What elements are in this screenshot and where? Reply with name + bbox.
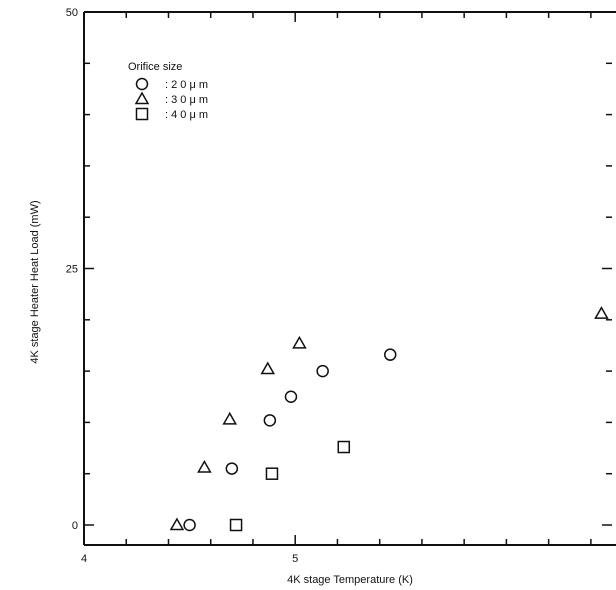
data-point-triangle <box>169 517 185 531</box>
data-point-circle <box>383 348 397 361</box>
legend-marker-square <box>135 107 149 121</box>
legend-title: Orifice size <box>128 61 182 73</box>
data-point-circle <box>284 390 298 403</box>
data-point-triangle <box>292 335 307 349</box>
x-axis-title: 4K stage Temperature (K) <box>287 574 413 586</box>
y-tick-label: 25 <box>66 264 78 276</box>
x-tick-label: 5 <box>292 553 298 565</box>
y-tick-label: 0 <box>72 520 78 532</box>
y-ticks <box>84 11 612 526</box>
data-point-circle <box>263 414 277 427</box>
data-points <box>169 306 609 532</box>
legend-items: : 2 0 μ m : 3 0 μ m : 4 0 μ m <box>134 77 208 121</box>
data-point-triangle <box>260 361 276 375</box>
data-point-circle <box>316 364 329 378</box>
data-point-triangle <box>594 306 609 319</box>
data-point-circle <box>225 462 239 475</box>
legend-marker-circle <box>135 77 149 91</box>
y-axis-title: 4K stage Heater Heat Load (mW) <box>29 200 41 363</box>
y-tick-labels: 0 25 50 <box>66 7 78 532</box>
legend-marker-triangle <box>134 91 150 105</box>
data-point-circle <box>183 518 196 532</box>
data-point-square <box>337 440 351 454</box>
data-point-square <box>265 467 279 480</box>
x-tick-label: 4 <box>81 553 87 565</box>
legend-label: : 4 0 μ m <box>165 109 208 121</box>
legend: Orifice size : 2 0 μ m : 3 0 μ m : 4 0 μ m <box>128 61 208 121</box>
data-point-triangle <box>222 411 238 425</box>
data-point-square <box>229 518 243 532</box>
y-tick-label: 50 <box>66 7 78 19</box>
x-ticks <box>83 12 592 545</box>
legend-label: : 3 0 μ m <box>165 94 208 106</box>
data-point-triangle <box>197 460 212 473</box>
legend-label: : 2 0 μ m <box>165 79 208 91</box>
plot-frame <box>83 11 616 546</box>
